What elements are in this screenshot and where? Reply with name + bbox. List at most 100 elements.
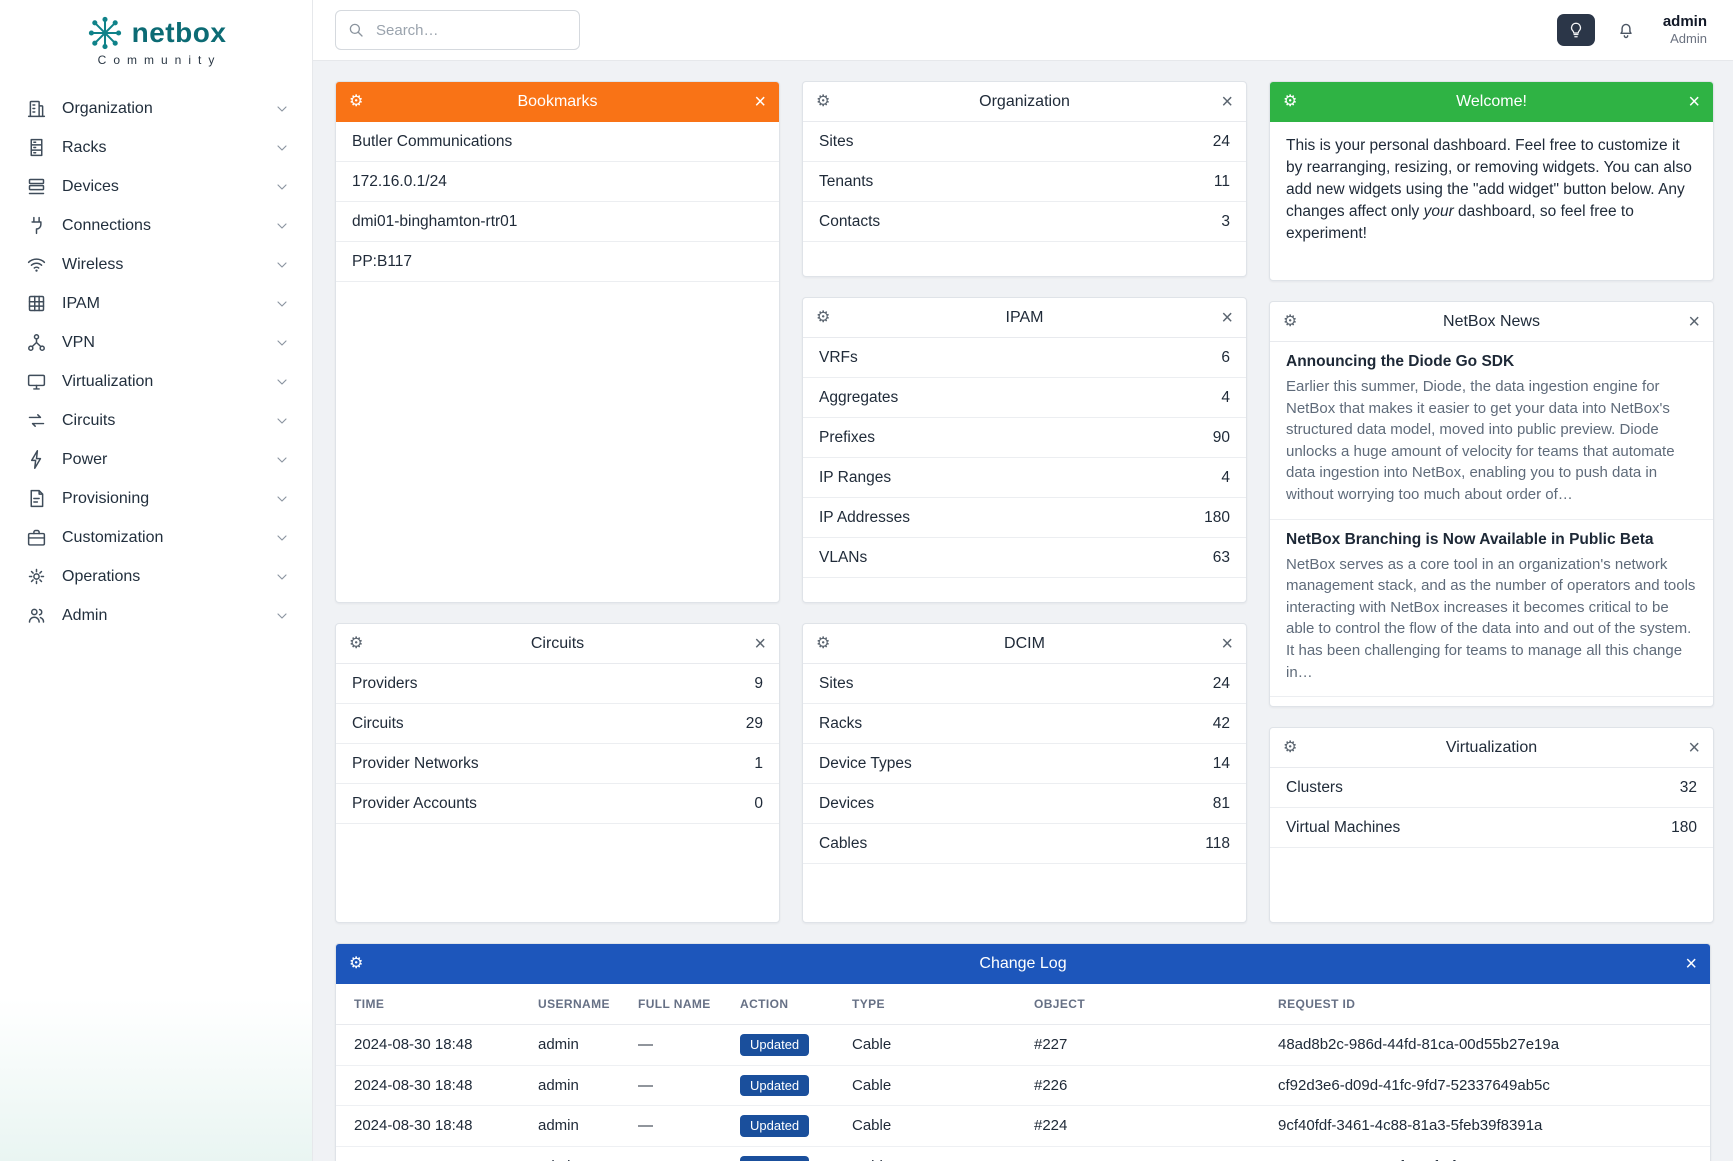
changelog-time-link[interactable]: 2024-08-30 18:48 xyxy=(336,1024,528,1066)
stat-label[interactable]: Clusters xyxy=(1286,778,1343,796)
changelog-type: Cable xyxy=(842,1146,1024,1161)
welcome-widget: ⚙ Welcome! × This is your personal dashb… xyxy=(1269,81,1714,281)
sidebar-item-power[interactable]: Power xyxy=(0,440,312,479)
stat-label[interactable]: Provider Accounts xyxy=(352,794,477,812)
rack-icon xyxy=(26,137,47,158)
sidebar-item-wireless[interactable]: Wireless xyxy=(0,245,312,284)
news-headline[interactable]: NetBox Branching is Now Available in Pub… xyxy=(1286,530,1654,548)
stat-row: VLANs 63 xyxy=(803,538,1246,578)
document-icon xyxy=(26,488,47,509)
stat-value: 11 xyxy=(1213,172,1230,190)
sidebar-item-label: Admin xyxy=(62,606,108,624)
brand[interactable]: netbox Community xyxy=(0,0,312,67)
sidebar-item-label: Devices xyxy=(62,177,119,195)
sidebar-item-organization[interactable]: Organization xyxy=(0,89,312,128)
widget-close-icon[interactable]: × xyxy=(1221,306,1233,329)
bookmark-item[interactable]: 172.16.0.1/24 xyxy=(336,162,779,202)
search-input[interactable] xyxy=(335,10,580,50)
widget-settings-icon[interactable]: ⚙ xyxy=(816,92,831,110)
stat-label[interactable]: Device Types xyxy=(819,754,912,772)
stat-label[interactable]: Tenants xyxy=(819,172,874,190)
bookmark-item[interactable]: PP:B117 xyxy=(336,242,779,282)
widget-settings-icon[interactable]: ⚙ xyxy=(349,93,364,110)
changelog-object-link[interactable]: #223 xyxy=(1024,1146,1268,1161)
widget-close-icon[interactable]: × xyxy=(1221,90,1233,113)
sidebar-item-admin[interactable]: Admin xyxy=(0,596,312,635)
changelog-request-id-link[interactable]: 48ad8b2c-986d-44fd-81ca-00d55b27e19a xyxy=(1268,1024,1710,1066)
widget-close-icon[interactable]: × xyxy=(1688,310,1700,333)
stat-label[interactable]: Sites xyxy=(819,132,854,150)
sidebar: netbox Community Organization Racks Devi… xyxy=(0,0,313,1161)
sidebar-item-virtualization[interactable]: Virtualization xyxy=(0,362,312,401)
stat-label[interactable]: Racks xyxy=(819,714,863,732)
stat-label[interactable]: VLANs xyxy=(819,548,868,566)
stat-label[interactable]: Virtual Machines xyxy=(1286,818,1401,836)
sidebar-item-customization[interactable]: Customization xyxy=(0,518,312,557)
widget-settings-icon[interactable]: ⚙ xyxy=(349,634,364,652)
stat-label[interactable]: Contacts xyxy=(819,212,881,230)
stat-row: Aggregates 4 xyxy=(803,378,1246,418)
widget-title: Organization xyxy=(979,92,1070,110)
changelog-object-link[interactable]: #226 xyxy=(1024,1065,1268,1107)
stat-label[interactable]: VRFs xyxy=(819,348,858,366)
stat-label[interactable]: Provider Networks xyxy=(352,754,479,772)
widget-close-icon[interactable]: × xyxy=(1685,953,1697,975)
theme-toggle-button[interactable] xyxy=(1556,14,1595,46)
changelog-time-link[interactable]: 2024-08-30 18:47 xyxy=(336,1146,528,1161)
sidebar-item-vpn[interactable]: VPN xyxy=(0,323,312,362)
bookmark-item[interactable]: dmi01-binghamton-rtr01 xyxy=(336,202,779,242)
sidebar-item-operations[interactable]: Operations xyxy=(0,557,312,596)
sidebar-item-circuits[interactable]: Circuits xyxy=(0,401,312,440)
chevron-down-icon xyxy=(274,101,290,117)
stat-label[interactable]: Cables xyxy=(819,834,868,852)
widget-close-icon[interactable]: × xyxy=(1688,91,1700,113)
action-badge: Updated xyxy=(740,1155,810,1161)
changelog-time-link[interactable]: 2024-08-30 18:48 xyxy=(336,1105,528,1147)
action-badge: Updated xyxy=(740,1074,810,1097)
stat-label[interactable]: IP Ranges xyxy=(819,468,892,486)
bookmark-item[interactable]: Butler Communications xyxy=(336,122,779,162)
table-header-row: Time Username Full Name Action Type Obje… xyxy=(336,984,1710,1025)
widget-settings-icon[interactable]: ⚙ xyxy=(1283,93,1298,110)
stat-label[interactable]: Aggregates xyxy=(819,388,899,406)
dcim-widget: ⚙ DCIM × Sites 24 Racks 42 Device Types 14 … xyxy=(802,623,1247,923)
changelog-time-link[interactable]: 2024-08-30 18:48 xyxy=(336,1065,528,1107)
widget-close-icon[interactable]: × xyxy=(1688,736,1700,759)
changelog-request-id-link[interactable]: 9cf40fdf-3461-4c88-81a3-5feb39f8391a xyxy=(1268,1105,1710,1147)
changelog-object-link[interactable]: #224 xyxy=(1024,1105,1268,1147)
changelog-request-id-link[interactable]: 7a3c4c3c-ccc9-47f3-88f6-f88301c007c3 xyxy=(1268,1146,1710,1161)
changelog-object-link[interactable]: #227 xyxy=(1024,1024,1268,1066)
stat-label[interactable]: Devices xyxy=(819,794,875,812)
notifications-button[interactable] xyxy=(1611,15,1641,45)
stat-value: 180 xyxy=(1204,508,1230,526)
stat-label[interactable]: Sites xyxy=(819,674,854,692)
stat-label[interactable]: Circuits xyxy=(352,714,404,732)
user-menu[interactable]: admin Admin xyxy=(1663,13,1707,48)
changelog-request-id-link[interactable]: cf92d3e6-d09d-41fc-9fd7-52337649ab5c xyxy=(1268,1065,1710,1107)
widget-close-icon[interactable]: × xyxy=(1221,632,1233,655)
widget-settings-icon[interactable]: ⚙ xyxy=(1283,738,1298,756)
sidebar-item-ipam[interactable]: IPAM xyxy=(0,284,312,323)
stat-row: Sites 24 xyxy=(803,122,1246,162)
changelog-username: admin xyxy=(528,1146,628,1161)
stat-row: Racks 42 xyxy=(803,704,1246,744)
column-header: Full Name xyxy=(628,984,730,1025)
sidebar-item-connections[interactable]: Connections xyxy=(0,206,312,245)
stat-label[interactable]: Providers xyxy=(352,674,418,692)
widget-settings-icon[interactable]: ⚙ xyxy=(816,308,831,326)
widget-settings-icon[interactable]: ⚙ xyxy=(816,634,831,652)
sidebar-item-provisioning[interactable]: Provisioning xyxy=(0,479,312,518)
devices-icon xyxy=(26,176,47,197)
widget-title: Bookmarks xyxy=(517,93,598,110)
widget-settings-icon[interactable]: ⚙ xyxy=(349,955,364,972)
widget-settings-icon[interactable]: ⚙ xyxy=(1283,312,1298,330)
news-headline[interactable]: Announcing the Diode Go SDK xyxy=(1286,353,1515,370)
chevron-down-icon xyxy=(274,374,290,390)
stat-label[interactable]: Prefixes xyxy=(819,428,875,446)
chevron-down-icon xyxy=(274,608,290,624)
sidebar-item-devices[interactable]: Devices xyxy=(0,167,312,206)
widget-close-icon[interactable]: × xyxy=(754,91,766,113)
stat-label[interactable]: IP Addresses xyxy=(819,508,911,526)
widget-close-icon[interactable]: × xyxy=(754,632,766,655)
sidebar-item-racks[interactable]: Racks xyxy=(0,128,312,167)
